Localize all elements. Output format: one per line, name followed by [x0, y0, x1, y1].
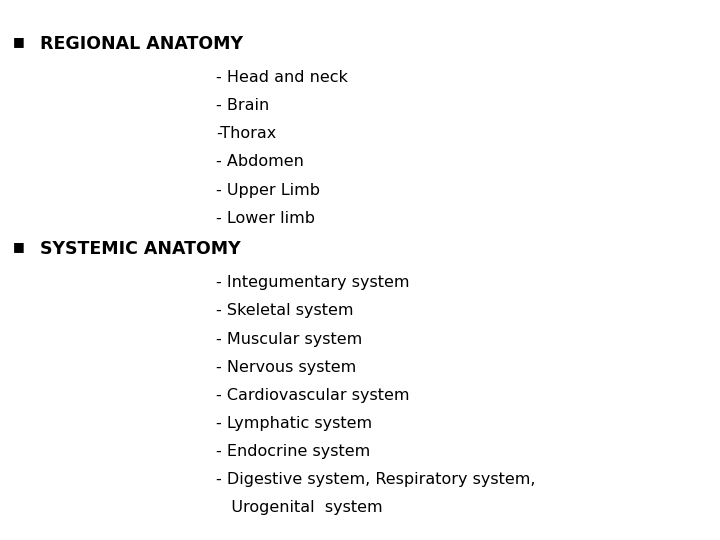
Text: SYSTEMIC ANATOMY: SYSTEMIC ANATOMY [40, 240, 240, 258]
Text: - Integumentary system: - Integumentary system [216, 275, 410, 291]
Text: - Digestive system, Respiratory system,: - Digestive system, Respiratory system, [216, 472, 536, 487]
Text: - Cardiovascular system: - Cardiovascular system [216, 388, 410, 403]
Text: REGIONAL ANATOMY: REGIONAL ANATOMY [40, 35, 243, 53]
Text: - Skeletal system: - Skeletal system [216, 303, 354, 319]
Text: - Upper Limb: - Upper Limb [216, 183, 320, 198]
Text: ■: ■ [13, 35, 24, 48]
Text: - Brain: - Brain [216, 98, 269, 113]
Text: - Lower limb: - Lower limb [216, 211, 315, 226]
Text: - Lymphatic system: - Lymphatic system [216, 416, 372, 431]
Text: -Thorax: -Thorax [216, 126, 276, 141]
Text: - Endocrine system: - Endocrine system [216, 444, 370, 459]
Text: ■: ■ [13, 240, 24, 253]
Text: - Nervous system: - Nervous system [216, 360, 356, 375]
Text: - Muscular system: - Muscular system [216, 332, 362, 347]
Text: - Abdomen: - Abdomen [216, 154, 304, 170]
Text: Urogenital  system: Urogenital system [216, 500, 382, 515]
Text: - Head and neck: - Head and neck [216, 70, 348, 85]
